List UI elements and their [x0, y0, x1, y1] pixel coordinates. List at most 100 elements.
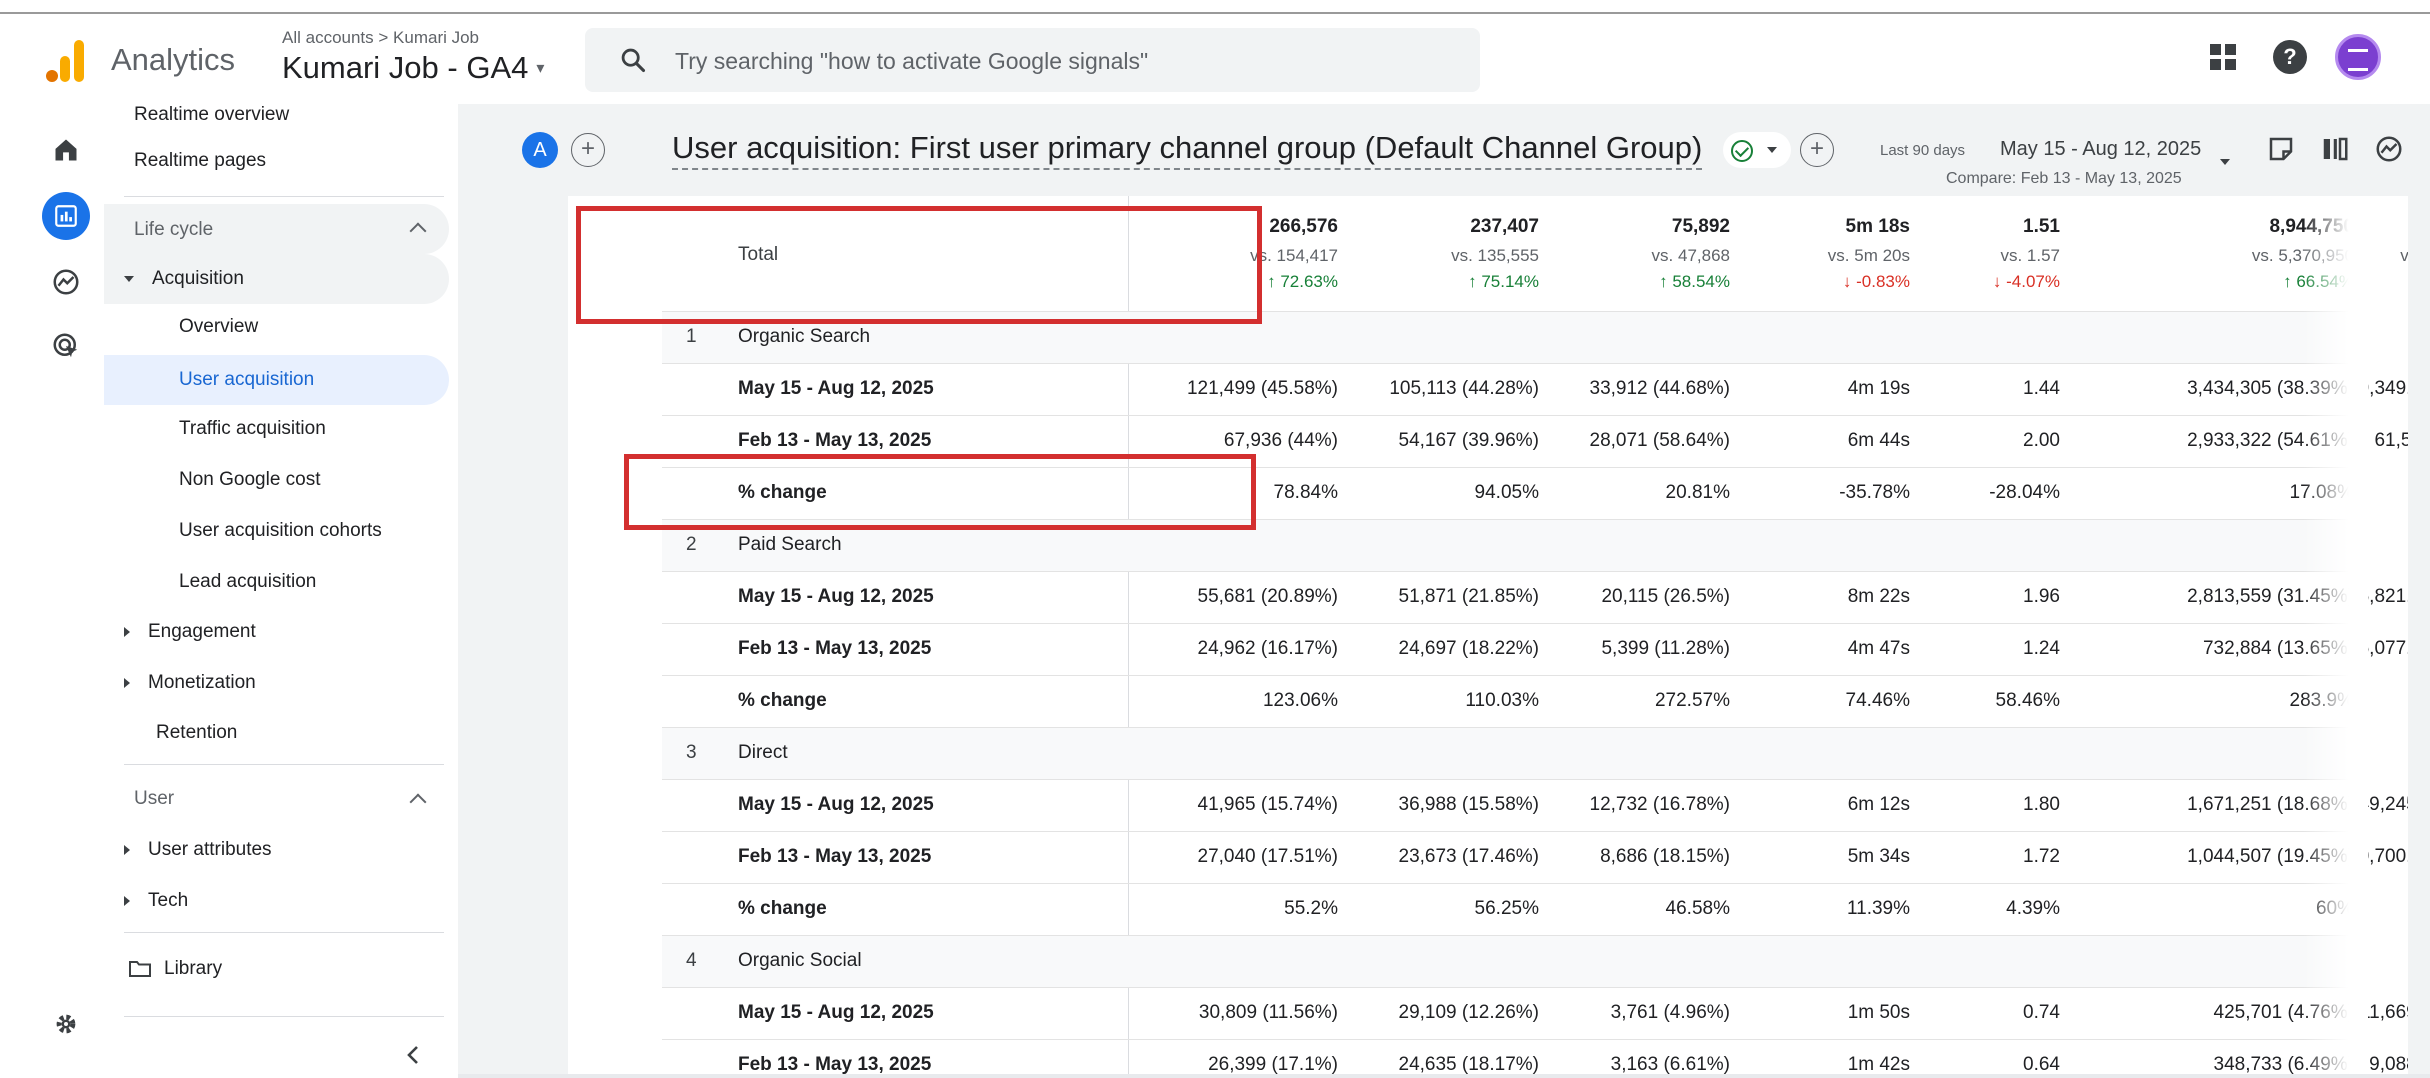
row-label: May 15 - Aug 12, 2025 — [738, 586, 934, 607]
table-row[interactable]: Feb 13 - May 13, 2025 27,040 (17.51%) 23,6… — [662, 832, 2422, 884]
channel-label: Organic Social — [738, 950, 862, 971]
table-cell: 58.46% — [1995, 690, 2060, 711]
date-range[interactable]: May 15 - Aug 12, 2025 — [2000, 138, 2202, 160]
sidebar-item-label: Engagement — [148, 621, 256, 642]
horizontal-scroll-area[interactable] — [2408, 196, 2430, 1078]
home-icon[interactable] — [46, 130, 86, 170]
table-row[interactable]: May 15 - Aug 12, 2025 55,681 (20.89%) 51,8… — [662, 572, 2422, 624]
chevron-up-icon — [409, 222, 427, 240]
sidebar-section-life-cycle[interactable]: Life cycle — [104, 204, 449, 254]
account-avatar-icon[interactable] — [2335, 34, 2381, 80]
row-index: 1 — [686, 326, 697, 347]
table-group-row[interactable]: 3 Direct — [662, 728, 2368, 780]
table-cell: 46.58% — [1665, 898, 1730, 919]
row-label: Feb 13 - May 13, 2025 — [738, 1054, 932, 1075]
table-row[interactable]: Feb 13 - May 13, 2025 26,399 (17.1%) 24,63… — [662, 1040, 2422, 1078]
sidebar-section-user[interactable]: User — [134, 788, 175, 809]
row-index: 2 — [686, 534, 697, 555]
analytics-logo-icon[interactable] — [46, 38, 86, 82]
sidebar-item-engagement[interactable]: Engagement — [124, 621, 256, 643]
total-change: ↑ 75.14% — [1468, 272, 1539, 291]
sidebar-item-user-acquisition[interactable]: User acquisition — [104, 355, 449, 405]
compare-range[interactable]: Compare: Feb 13 - May 13, 2025 — [1946, 170, 2182, 187]
report-header: A + User acquisition: First user primary… — [458, 104, 2430, 196]
column-divider — [1128, 196, 1129, 1078]
report-title[interactable]: User acquisition: First user primary cha… — [672, 128, 1703, 170]
table-cell: 0.64 — [2023, 1054, 2060, 1075]
sidebar-item-library[interactable]: Library — [128, 958, 222, 980]
row-index: 4 — [686, 950, 697, 971]
sidebar-item-overview[interactable]: Overview — [179, 316, 259, 337]
advertising-icon[interactable] — [46, 326, 86, 366]
table-cell: 23,673 (17.46%) — [1398, 846, 1540, 867]
caret-right-icon — [124, 626, 130, 637]
chevron-left-icon[interactable] — [404, 1044, 422, 1066]
caret-down-icon — [124, 275, 134, 282]
search-bar[interactable]: Try searching "how to activate Google si… — [585, 28, 1480, 92]
sidebar-item-label: Tech — [148, 890, 189, 911]
sidebar-item-non-google-cost[interactable]: Non Google cost — [179, 469, 321, 490]
sidebar-item-user-attributes[interactable]: User attributes — [124, 839, 272, 861]
bottom-edge — [458, 1074, 2430, 1078]
caret-down-icon[interactable] — [2220, 159, 2230, 165]
gear-icon[interactable] — [46, 1004, 86, 1044]
property-selector[interactable]: Kumari Job - GA4 ▾ — [282, 50, 544, 86]
explore-icon[interactable] — [46, 262, 86, 302]
table-cell: 3,163 (6.61%) — [1610, 1054, 1730, 1075]
date-preset-label[interactable]: Last 90 days — [1880, 142, 1966, 159]
table-cell: 27,040 (17.51%) — [1197, 846, 1339, 867]
sidebar-item-realtime-pages[interactable]: Realtime pages — [134, 150, 267, 171]
breadcrumb[interactable]: All accounts > Kumari Job — [282, 28, 480, 47]
report-status-pill[interactable] — [1723, 132, 1791, 168]
caret-right-icon — [124, 844, 130, 855]
table-group-row[interactable]: 4 Organic Social — [662, 936, 2368, 988]
sidebar-item-retention[interactable]: Retention — [156, 722, 238, 743]
channel-label: Direct — [738, 742, 788, 763]
table-row[interactable]: May 15 - Aug 12, 2025 41,965 (15.74%) 36,9… — [662, 780, 2422, 832]
table-cell: 1.44 — [2023, 378, 2060, 399]
table-cell: 11.39% — [1846, 898, 1910, 919]
highlight-box-total — [576, 206, 1262, 324]
row-label: May 15 - Aug 12, 2025 — [738, 794, 934, 815]
table-cell: 1.80 — [2023, 794, 2060, 815]
sidebar-section-label: Life cycle — [134, 219, 214, 240]
help-icon[interactable]: ? — [2273, 40, 2307, 74]
total-compare-value: vs. 5m 20s — [1827, 246, 1910, 265]
sidebar-item-traffic-acquisition[interactable]: Traffic acquisition — [179, 418, 326, 439]
sidebar-item-acquisition[interactable]: Acquisition — [104, 254, 449, 304]
table-cell: 78.84% — [1273, 482, 1338, 503]
left-rail — [28, 104, 104, 1078]
table-row[interactable]: Feb 13 - May 13, 2025 24,962 (16.17%) 24,6… — [662, 624, 2422, 676]
sidebar-item-lead-acquisition[interactable]: Lead acquisition — [179, 571, 317, 592]
add-filter-button[interactable]: + — [1800, 133, 1834, 167]
share-report-icon[interactable] — [2266, 134, 2296, 164]
insights-icon[interactable] — [2374, 134, 2404, 164]
table-cell: 30,809 (11.56%) — [1198, 1002, 1338, 1023]
chevron-up-icon[interactable] — [409, 793, 427, 811]
sidebar-item-tech[interactable]: Tech — [124, 890, 188, 912]
sidebar-item-realtime-overview[interactable]: Realtime overview — [134, 104, 290, 125]
table-cell: 5m 34s — [1847, 846, 1910, 867]
customize-report-icon[interactable] — [2320, 134, 2350, 164]
sidebar-item-monetization[interactable]: Monetization — [124, 672, 256, 694]
table-row[interactable]: May 15 - Aug 12, 2025 121,499 (45.58%) 105… — [662, 364, 2422, 416]
comparison-avatar[interactable]: A — [522, 132, 558, 168]
total-value: 1.51 — [2023, 216, 2060, 237]
table-cell: 121,499 (45.58%) — [1186, 378, 1338, 399]
table-row[interactable]: Feb 13 - May 13, 2025 67,936 (44%) 54,167 … — [662, 416, 2422, 468]
total-compare-value: vs. 135,555 — [1451, 246, 1539, 265]
sidebar-item-user-acquisition-cohorts[interactable]: User acquisition cohorts — [179, 520, 382, 541]
table-row[interactable]: May 15 - Aug 12, 2025 30,809 (11.56%) 29,1… — [662, 988, 2422, 1040]
table-cell: 123.06% — [1262, 690, 1338, 711]
total-compare-value: vs. 1.57 — [2000, 246, 2060, 265]
reports-icon[interactable] — [42, 192, 90, 240]
table-row[interactable]: % change 123.06% 110.03% 272.57% 74.46% 58.46… — [662, 676, 2368, 728]
table-group-row[interactable]: 2 Paid Search — [662, 520, 2368, 572]
table-cell: 28,071 (58.64%) — [1589, 430, 1731, 451]
apps-grid-icon[interactable] — [2210, 44, 2236, 70]
row-label: Feb 13 - May 13, 2025 — [738, 846, 932, 867]
total-value: 266,576 — [1269, 216, 1338, 237]
total-change: ↑ 58.54% — [1659, 272, 1730, 291]
add-comparison-button[interactable]: + — [571, 133, 605, 167]
